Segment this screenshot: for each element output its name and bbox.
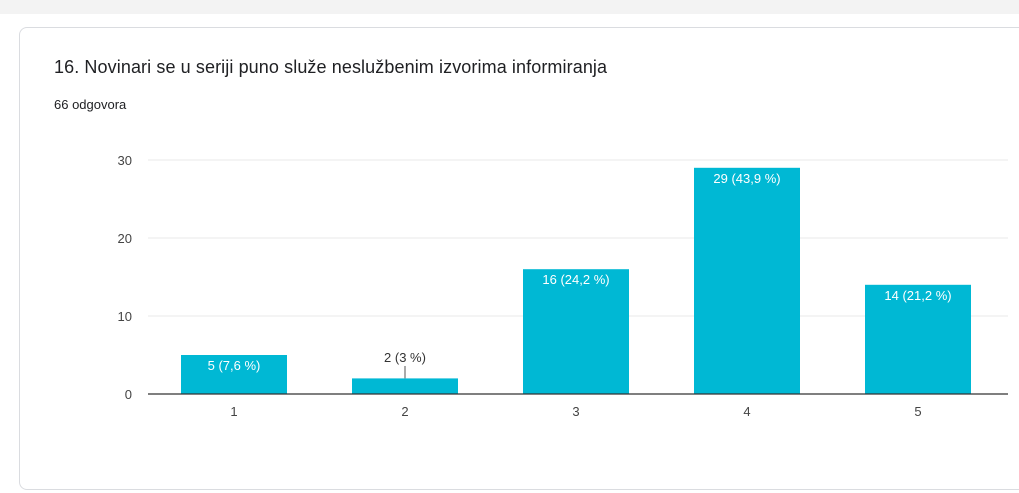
bar	[694, 167, 800, 394]
x-tick-label: 4	[743, 404, 750, 419]
bar	[865, 284, 971, 394]
x-tick-label: 5	[914, 404, 921, 419]
top-band	[0, 0, 1019, 14]
data-label: 5 (7,6 %)	[208, 358, 261, 373]
bar	[523, 269, 629, 394]
y-tick-label: 30	[118, 153, 132, 168]
data-label: 14 (21,2 %)	[884, 288, 951, 303]
x-tick-label: 2	[401, 404, 408, 419]
y-tick-label: 10	[118, 309, 132, 324]
bar	[181, 355, 287, 394]
question-title: 16. Novinari se u seriji puno služe nesl…	[54, 57, 608, 77]
y-tick-label: 0	[125, 387, 132, 402]
bar	[352, 378, 458, 394]
data-label: 29 (43,9 %)	[713, 171, 780, 186]
x-tick-label: 1	[230, 404, 237, 419]
response-count: 66 odgovora	[54, 97, 127, 112]
data-label: 2 (3 %)	[384, 350, 426, 365]
y-tick-label: 20	[118, 231, 132, 246]
x-tick-label: 3	[572, 404, 579, 419]
data-label: 16 (24,2 %)	[542, 272, 609, 287]
question-card	[19, 27, 1019, 490]
